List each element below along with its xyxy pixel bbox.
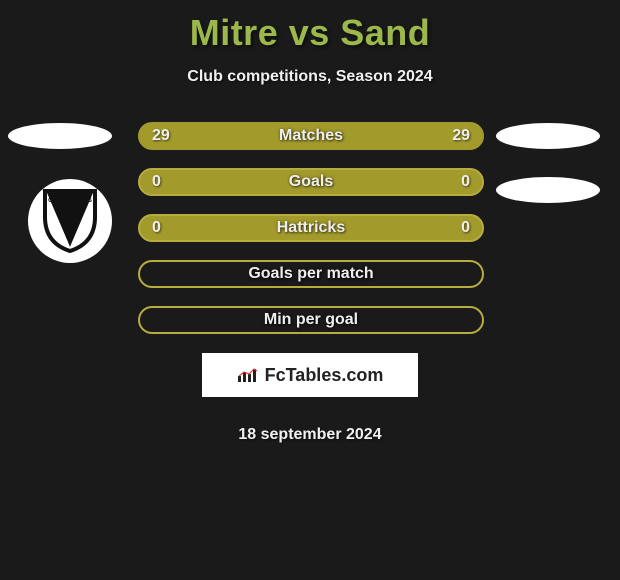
shield-icon: C.A. ALL BOYS <box>41 187 99 255</box>
bars-icon <box>237 367 259 383</box>
stat-left-value: 0 <box>152 173 161 191</box>
stat-label: Hattricks <box>277 219 345 237</box>
team-right-ellipse-2 <box>496 177 600 203</box>
attribution-text: FcTables.com <box>265 365 384 386</box>
page-title: Mitre vs Sand <box>0 0 620 54</box>
logo-text: C.A. ALL BOYS <box>48 198 92 204</box>
stat-right-value: 0 <box>461 219 470 237</box>
stat-bar: Goals per match <box>138 260 484 288</box>
subtitle: Club competitions, Season 2024 <box>0 68 620 86</box>
stat-right-value: 29 <box>452 127 470 145</box>
stat-bar: 0 Hattricks 0 <box>138 214 484 242</box>
stat-label: Min per goal <box>264 311 358 329</box>
team-right-ellipse <box>496 123 600 149</box>
attribution-box: FcTables.com <box>202 353 418 397</box>
date-text: 18 september 2024 <box>0 426 620 444</box>
stat-bar: 29 Matches 29 <box>138 122 484 150</box>
stat-left-value: 29 <box>152 127 170 145</box>
stat-bar: Min per goal <box>138 306 484 334</box>
stat-label: Matches <box>279 127 343 145</box>
stat-label: Goals per match <box>248 265 373 283</box>
team-left-logo: C.A. ALL BOYS <box>28 179 112 263</box>
stat-bars: 29 Matches 29 0 Goals 0 0 Hattricks 0 Go… <box>138 122 484 352</box>
team-left-ellipse <box>8 123 112 149</box>
stat-bar: 0 Goals 0 <box>138 168 484 196</box>
stat-right-value: 0 <box>461 173 470 191</box>
stat-label: Goals <box>289 173 333 191</box>
stat-left-value: 0 <box>152 219 161 237</box>
